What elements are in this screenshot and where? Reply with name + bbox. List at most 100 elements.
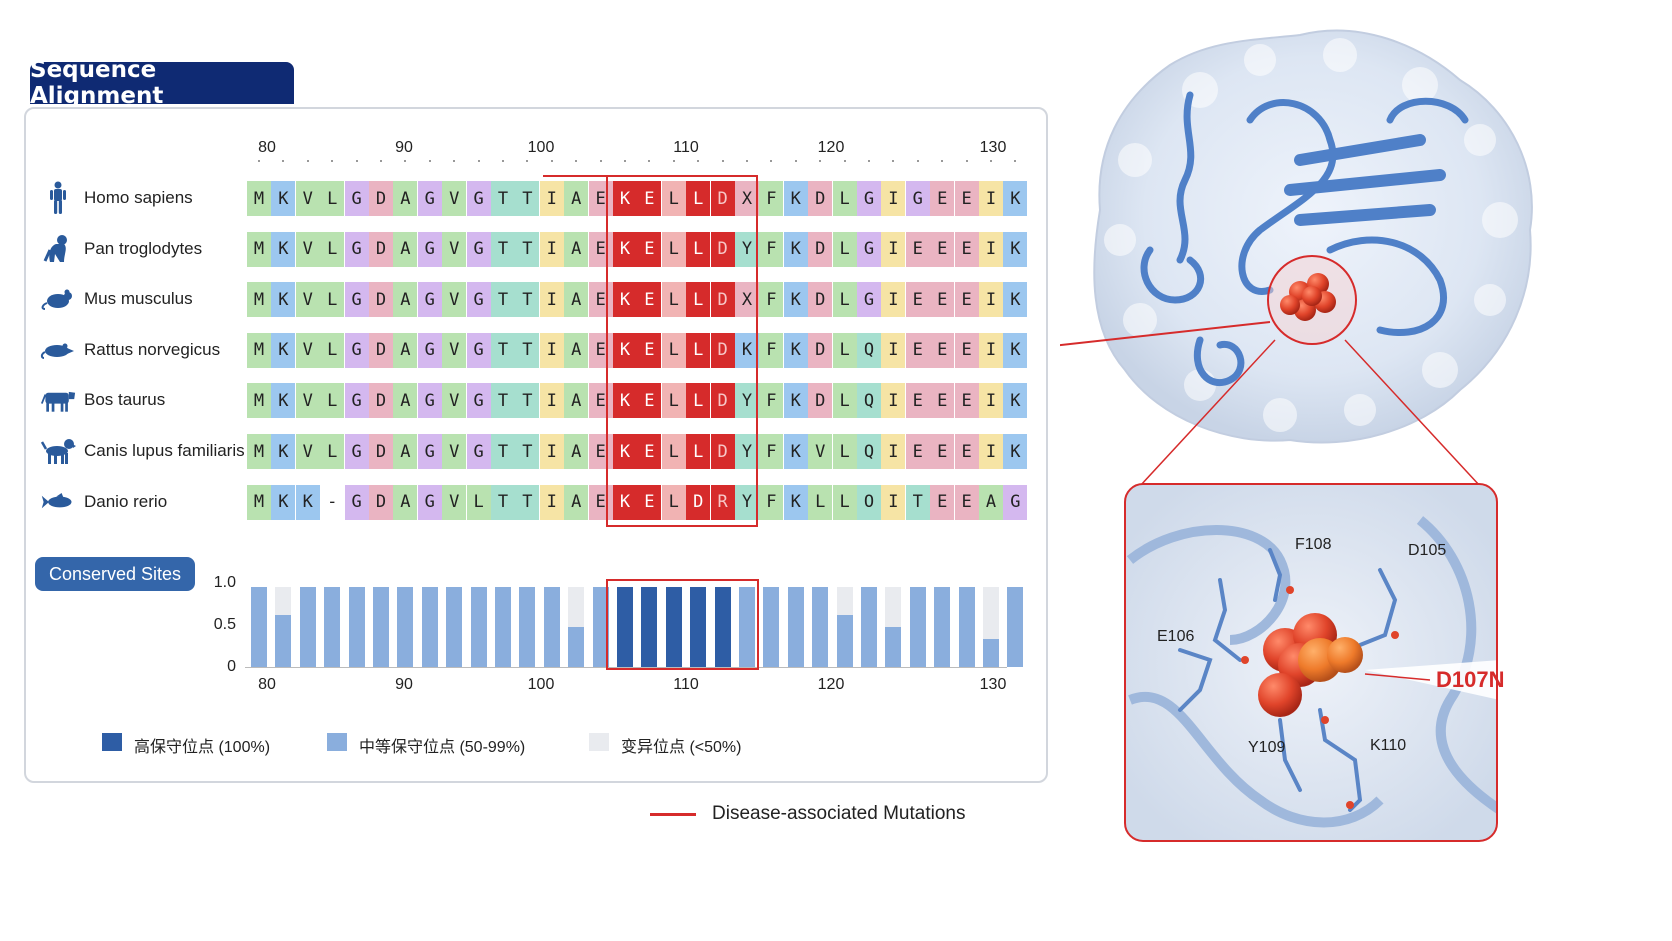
- residue-cell: I: [881, 332, 906, 368]
- residue-cell: V: [442, 383, 467, 419]
- ruler-tick-mark: [697, 160, 700, 162]
- residue-cell: V: [442, 434, 467, 469]
- conservation-bar: [568, 627, 585, 667]
- residue-cell: E: [954, 383, 979, 419]
- residue-cell: M: [247, 383, 271, 419]
- ruler-tick-mark: [477, 160, 480, 162]
- residue-cell: L: [832, 181, 857, 216]
- protein-ribbon: [1140, 91, 1469, 387]
- mutation-region-frame: [606, 175, 758, 527]
- residue-label-e106: E106: [1157, 628, 1194, 645]
- species-row: Danio rerio: [40, 487, 250, 517]
- conservation-bar: [909, 587, 926, 667]
- ruler-tick-label: 110: [673, 139, 699, 156]
- conservation-bar: [299, 587, 316, 667]
- residue-cell: K: [783, 434, 808, 469]
- residue-cell: G: [857, 282, 881, 318]
- ruler-tick-label: 100: [527, 139, 555, 156]
- conservation-bar: [812, 587, 829, 667]
- conservation-bar: [348, 587, 365, 667]
- residue-cell: T: [515, 484, 540, 520]
- ruler-tick-mark: [258, 160, 260, 162]
- residue-cell: V: [295, 181, 320, 216]
- ruler-tick-mark: [453, 160, 456, 162]
- conservation-x-axis: [245, 667, 1007, 668]
- residue-cell: E: [588, 484, 613, 520]
- residue-cell: D: [686, 484, 711, 520]
- residue-cell: Y: [735, 231, 759, 267]
- ruler-tick-mark: [624, 160, 626, 162]
- residue-cell: T: [491, 231, 515, 267]
- residue-cell: T: [515, 282, 540, 318]
- residue-cell: G: [466, 282, 491, 318]
- legend-label: 变异位点 (<50%): [621, 739, 742, 756]
- residue-cell: G: [466, 383, 491, 419]
- residue-cell: G: [417, 332, 442, 368]
- ruler-tick-mark: [916, 160, 919, 162]
- residue-cell: K: [271, 181, 296, 216]
- ruler-tick-mark: [355, 160, 358, 162]
- conservation-x-tick: 110: [673, 676, 699, 693]
- residue-cell: Q: [857, 332, 881, 368]
- residue-cell: A: [564, 181, 589, 216]
- residue-cell: D: [808, 231, 833, 267]
- residue-cell: I: [881, 434, 906, 469]
- ruler-tick-mark: [843, 160, 846, 162]
- residue-cell: G: [344, 383, 369, 419]
- species-name: Pan troglodytes: [84, 238, 203, 258]
- residue-cell: K: [1003, 282, 1028, 318]
- conservation-bar: [739, 587, 755, 667]
- residue-cell: E: [905, 383, 930, 419]
- residue-label-k110: K110: [1370, 737, 1406, 754]
- residue-cell: L: [661, 383, 686, 419]
- residue-cell: E: [930, 332, 955, 368]
- residue-cell: I: [979, 434, 1003, 469]
- residue-cell: Q: [857, 383, 881, 419]
- ruler-tick-mark: [331, 160, 334, 162]
- residue-cell: Y: [735, 434, 759, 469]
- conservation-x-tick: 120: [817, 676, 845, 693]
- ruler-tick-mark: [380, 160, 382, 162]
- conservation-x-tick: 80: [258, 676, 276, 693]
- zoom-connector-right: [1344, 339, 1481, 487]
- residue-cell: A: [564, 383, 589, 419]
- conserved-sites-badge: Conserved Sites: [35, 557, 195, 591]
- residue-cell: G: [344, 282, 369, 318]
- conservation-x-tick: 130: [979, 676, 1007, 693]
- residue-cell: R: [710, 484, 735, 520]
- residue-cell: K: [613, 484, 637, 520]
- residue-cell: T: [491, 332, 515, 368]
- residue-cell: E: [905, 434, 930, 469]
- residue-cell: L: [832, 383, 857, 419]
- residue-cell: E: [930, 181, 955, 216]
- residue-cell: Y: [735, 383, 759, 419]
- residue-cell: K: [1003, 332, 1028, 368]
- residue-cell: I: [979, 383, 1003, 419]
- residue-cell: I: [539, 282, 564, 318]
- residue-cell: K: [613, 282, 637, 318]
- residue-cell: I: [539, 181, 564, 216]
- residue-cell: A: [393, 383, 418, 419]
- species-name: Canis lupus familiaris: [84, 441, 245, 460]
- legend-swatch: [327, 733, 347, 751]
- residue-cell: M: [247, 484, 271, 520]
- residue-cell: M: [247, 434, 271, 469]
- residue-cell: G: [905, 181, 930, 216]
- residue-cell: F: [759, 181, 784, 216]
- species-name: Mus musculus: [84, 289, 193, 309]
- ruler-tick-label: 80: [258, 139, 276, 156]
- residue-cell: G: [466, 434, 491, 469]
- residue-cell: D: [808, 332, 833, 368]
- residue-cell: L: [661, 282, 686, 318]
- residue-cell: G: [857, 231, 881, 267]
- residue-cell: F: [759, 434, 784, 469]
- residue-cell: A: [979, 484, 1003, 520]
- residue-cell: I: [881, 282, 906, 318]
- residue-cell: L: [686, 231, 711, 267]
- residue-cell: K: [783, 181, 808, 216]
- residue-cell: K: [1003, 434, 1028, 469]
- residue-cell: A: [393, 231, 418, 267]
- residue-cell: A: [564, 332, 589, 368]
- conservation-bar: [714, 587, 731, 667]
- residue-cell: G: [344, 231, 369, 267]
